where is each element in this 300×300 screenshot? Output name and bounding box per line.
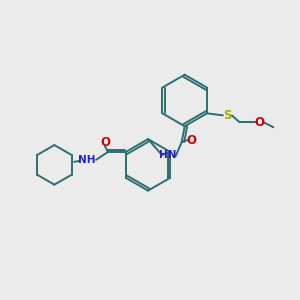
Text: S: S [224,109,232,122]
Text: O: O [100,136,110,148]
Text: O: O [187,134,196,147]
Text: HN: HN [159,150,177,160]
Text: O: O [254,116,265,129]
Text: NH: NH [78,155,96,165]
